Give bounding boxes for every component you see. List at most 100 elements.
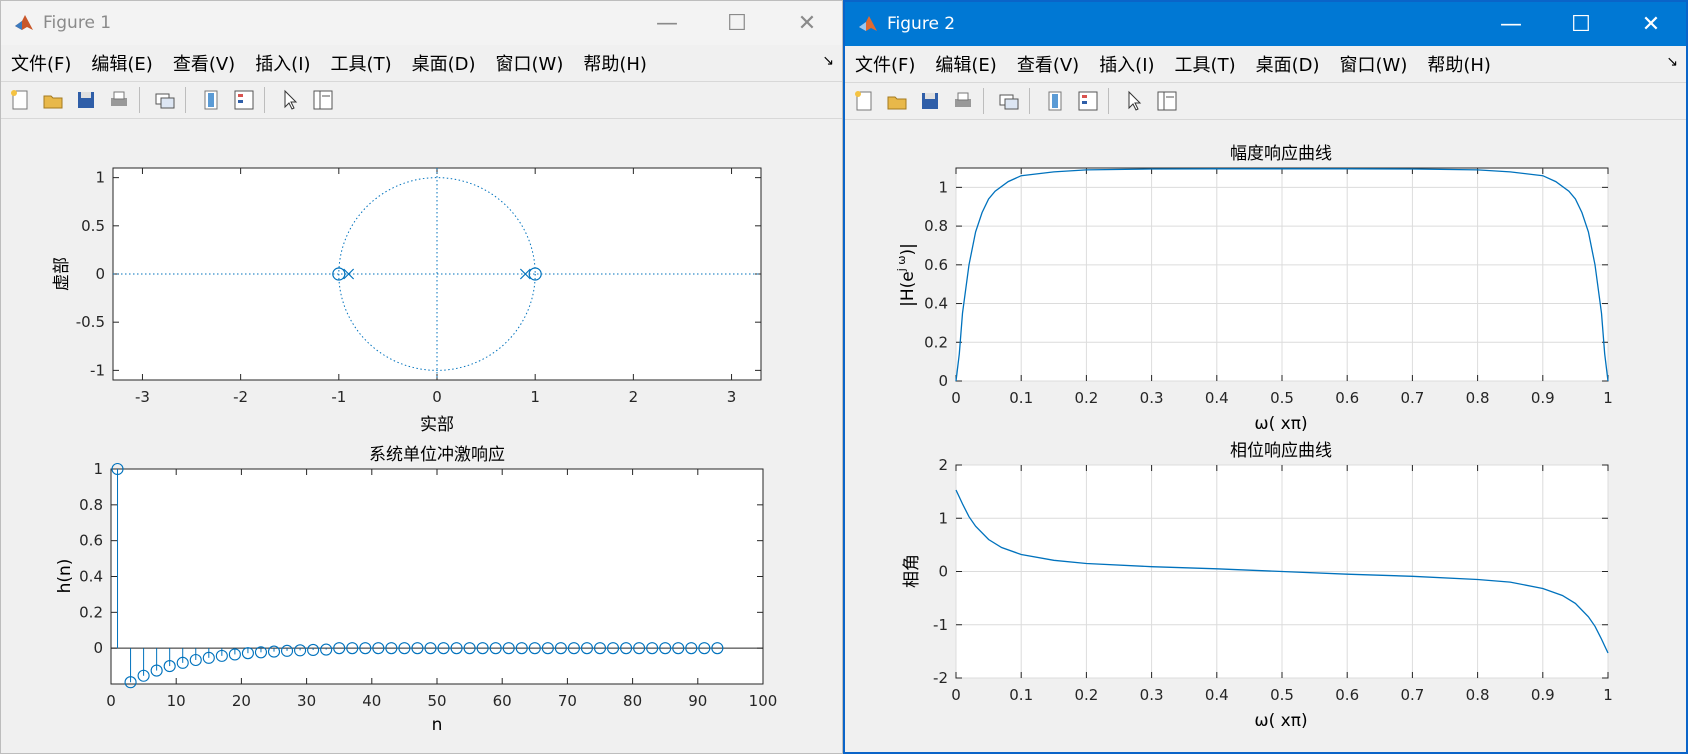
stem-marker xyxy=(685,642,698,655)
figure2-window: Figure 2 — ☐ ✕ 文件(F) 编辑(E) 查看(V) 插入(I) 工… xyxy=(843,0,1688,754)
menu-tools[interactable]: 工具(T) xyxy=(1174,55,1236,76)
figure2-titlebar[interactable]: Figure 2 — ☐ ✕ xyxy=(845,2,1686,46)
toolbar-separator xyxy=(139,87,140,113)
menu-edit[interactable]: 编辑(E) xyxy=(935,55,997,76)
y-tick-label: 0.6 xyxy=(79,532,103,550)
pointer-icon[interactable] xyxy=(1120,87,1148,115)
stem-marker xyxy=(489,642,502,655)
phase-title: 相位响应曲线 xyxy=(1230,441,1332,461)
dock-arrow-icon[interactable]: ↘ xyxy=(1666,54,1678,70)
x-tick-label: 0.8 xyxy=(1466,686,1490,704)
y-tick-label: 2 xyxy=(938,456,948,474)
new-figure-icon[interactable] xyxy=(850,87,878,115)
toolbar-separator xyxy=(1108,88,1109,114)
save-icon[interactable] xyxy=(72,86,100,114)
menu-insert[interactable]: 插入(I) xyxy=(1099,55,1155,76)
stem-marker xyxy=(463,642,476,655)
save-icon[interactable] xyxy=(916,87,944,115)
y-tick-label: 0.4 xyxy=(79,568,103,586)
x-tick-label: 70 xyxy=(558,692,577,710)
menu-help[interactable]: 帮助(H) xyxy=(583,54,647,75)
stem-marker xyxy=(659,642,672,655)
stem-marker xyxy=(189,653,202,667)
magnitude-line xyxy=(955,168,1609,382)
property-inspector-icon[interactable] xyxy=(309,86,337,114)
stem-marker xyxy=(111,462,124,476)
colorbar-icon[interactable] xyxy=(1041,87,1069,115)
pole-marker xyxy=(519,268,531,280)
x-tick-label: 0.5 xyxy=(1270,389,1294,407)
print-icon[interactable] xyxy=(105,86,133,114)
legend-icon[interactable] xyxy=(1074,87,1102,115)
close-button[interactable]: ✕ xyxy=(797,10,817,36)
y-tick-label: 0.8 xyxy=(79,496,103,514)
property-inspector-icon[interactable] xyxy=(1153,87,1181,115)
figure1-titlebar[interactable]: Figure 1 — ☐ ✕ xyxy=(1,1,842,45)
stem-marker xyxy=(385,642,398,655)
link-plot-icon[interactable] xyxy=(151,86,179,114)
pointer-icon[interactable] xyxy=(276,86,304,114)
y-tick-label: 0 xyxy=(938,563,948,581)
x-tick-label: -2 xyxy=(233,388,248,406)
y-tick-label: 0.2 xyxy=(79,603,103,621)
menu-desktop[interactable]: 桌面(D) xyxy=(411,54,476,75)
legend-icon[interactable] xyxy=(230,86,258,114)
menu-view[interactable]: 查看(V) xyxy=(172,54,236,75)
x-tick-label: 0.9 xyxy=(1531,686,1555,704)
x-tick-label: 30 xyxy=(297,692,316,710)
toolbar-separator xyxy=(264,87,265,113)
figure1-toolbar xyxy=(1,81,842,119)
stem-marker xyxy=(515,642,528,655)
stem-marker xyxy=(137,669,150,682)
maximize-button[interactable]: ☐ xyxy=(1571,11,1591,37)
menu-edit[interactable]: 编辑(E) xyxy=(91,54,153,75)
y-tick-label: 1 xyxy=(938,178,948,196)
open-file-icon[interactable] xyxy=(883,87,911,115)
figure1-window: Figure 1 — ☐ ✕ 文件(F) 编辑(E) 查看(V) 插入(I) 工… xyxy=(0,0,843,754)
dock-arrow-icon[interactable]: ↘ xyxy=(822,53,834,69)
minimize-button[interactable]: — xyxy=(1500,11,1522,37)
x-tick-label: 0 xyxy=(106,692,116,710)
magnitude-ylabel: |H(ej ω)| xyxy=(895,243,918,307)
stem-marker xyxy=(633,642,646,655)
stem-marker xyxy=(294,644,307,657)
menu-view[interactable]: 查看(V) xyxy=(1016,55,1080,76)
x-tick-label: 0.1 xyxy=(1009,389,1033,407)
stem-marker xyxy=(254,646,268,659)
colorbar-icon[interactable] xyxy=(197,86,225,114)
toolbar-separator xyxy=(185,87,186,113)
stem-marker xyxy=(215,649,228,662)
open-file-icon[interactable] xyxy=(39,86,67,114)
new-figure-icon[interactable] xyxy=(6,86,34,114)
x-tick-label: 0.8 xyxy=(1466,389,1490,407)
menu-help[interactable]: 帮助(H) xyxy=(1427,55,1491,76)
x-tick-label: 0.5 xyxy=(1270,686,1294,704)
y-tick-label: 0.5 xyxy=(81,217,105,235)
minimize-button[interactable]: — xyxy=(656,10,678,36)
stem-marker xyxy=(528,642,541,655)
x-tick-label: 90 xyxy=(688,692,707,710)
stem-marker xyxy=(437,642,450,655)
magnitude-title: 幅度响应曲线 xyxy=(1230,144,1332,164)
phase-line xyxy=(955,489,1609,654)
menu-tools[interactable]: 工具(T) xyxy=(330,54,392,75)
close-button[interactable]: ✕ xyxy=(1641,11,1661,37)
zplane-xlabel: 实部 xyxy=(420,415,454,435)
link-plot-icon[interactable] xyxy=(995,87,1023,115)
x-tick-label: 20 xyxy=(232,692,251,710)
print-icon[interactable] xyxy=(949,87,977,115)
menu-window[interactable]: 窗口(W) xyxy=(1339,55,1408,76)
stem-marker xyxy=(267,645,281,658)
pole-marker xyxy=(343,268,355,280)
maximize-button[interactable]: ☐ xyxy=(727,10,747,36)
stem-marker xyxy=(698,642,711,655)
menu-window[interactable]: 窗口(W) xyxy=(495,54,564,75)
x-tick-label: -3 xyxy=(135,388,150,406)
y-tick-label: -0.5 xyxy=(76,313,105,331)
stem-marker xyxy=(176,656,189,669)
menu-file[interactable]: 文件(F) xyxy=(855,55,916,76)
menu-insert[interactable]: 插入(I) xyxy=(255,54,311,75)
toolbar-separator xyxy=(983,88,984,114)
menu-file[interactable]: 文件(F) xyxy=(11,54,72,75)
menu-desktop[interactable]: 桌面(D) xyxy=(1255,55,1320,76)
